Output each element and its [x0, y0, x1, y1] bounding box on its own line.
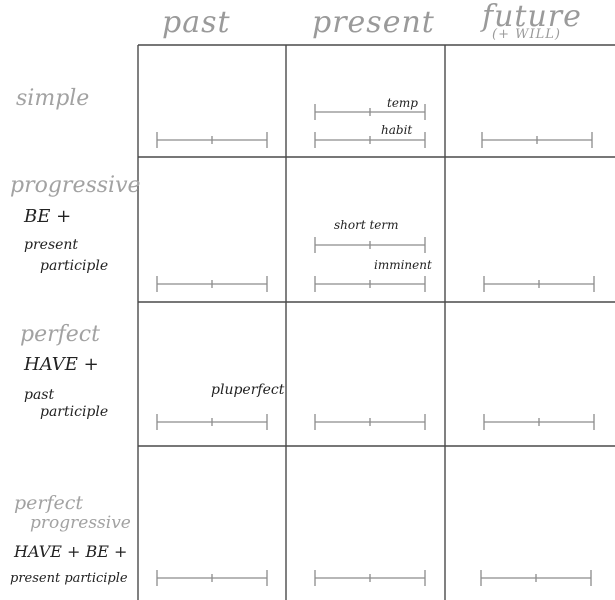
column-header-past: past	[162, 5, 231, 40]
timeline-simple-present-temp	[314, 104, 426, 120]
annotation-pluperfect: pluperfect	[211, 382, 285, 398]
timeline-perfect-future	[483, 414, 595, 430]
annotation-short-term: short term	[334, 218, 399, 232]
row-formula-present: present	[24, 237, 79, 253]
column-header-present: present	[312, 5, 435, 40]
timeline-progressive-future	[483, 276, 595, 292]
timeline-perfect-progressive-future	[480, 570, 592, 586]
row-formula-past: past	[24, 387, 55, 403]
row-label-progressive: progressive	[10, 173, 141, 198]
row-formula-have: HAVE +	[24, 354, 99, 375]
row-label-perfect: perfect	[20, 322, 100, 347]
row-label-simple: simple	[16, 86, 90, 111]
annotation-temp: temp	[387, 96, 418, 110]
row-formula-have-be: HAVE + BE +	[14, 542, 128, 561]
timeline-perfect-progressive-present	[314, 570, 426, 586]
timelines	[156, 104, 595, 586]
row-formula-participle-2: participle	[40, 404, 109, 420]
row-label-progressive-2: progressive	[30, 513, 131, 533]
timeline-simple-present-habit	[314, 132, 426, 148]
timeline-perfect-present	[314, 414, 426, 430]
timeline-progressive-present-short-term	[314, 237, 426, 253]
timeline-simple-past	[156, 132, 268, 148]
annotation-habit: habit	[381, 123, 413, 137]
row-formula-participle: participle	[40, 258, 109, 274]
timeline-progressive-past	[156, 276, 268, 292]
timeline-progressive-present-imminent	[314, 276, 426, 292]
row-formula-be: BE +	[24, 206, 72, 227]
timeline-perfect-past	[156, 414, 268, 430]
annotation-imminent: imminent	[374, 258, 432, 272]
timeline-simple-future	[481, 132, 593, 148]
column-subheader-will: (+ WILL)	[492, 27, 561, 42]
row-label-perfect-2: perfect	[14, 492, 84, 514]
column-header-future: future	[482, 0, 582, 34]
row-formula-present-participle: present participle	[10, 571, 128, 586]
timeline-perfect-progressive-past	[156, 570, 268, 586]
